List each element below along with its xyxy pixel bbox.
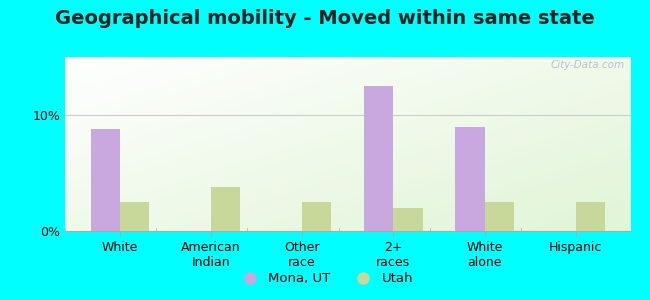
Bar [484, 202, 514, 231]
Legend: Mona, UT, Utah: Mona, UT, Utah [231, 267, 419, 290]
Text: City-Data.com: City-Data.com [551, 61, 625, 70]
Bar [90, 129, 120, 231]
Bar [576, 202, 605, 231]
Bar [456, 127, 484, 231]
Bar [302, 202, 332, 231]
Bar [211, 187, 240, 231]
Text: Geographical mobility - Moved within same state: Geographical mobility - Moved within sam… [55, 9, 595, 28]
Bar [393, 208, 422, 231]
Bar [364, 86, 393, 231]
Bar [120, 202, 149, 231]
